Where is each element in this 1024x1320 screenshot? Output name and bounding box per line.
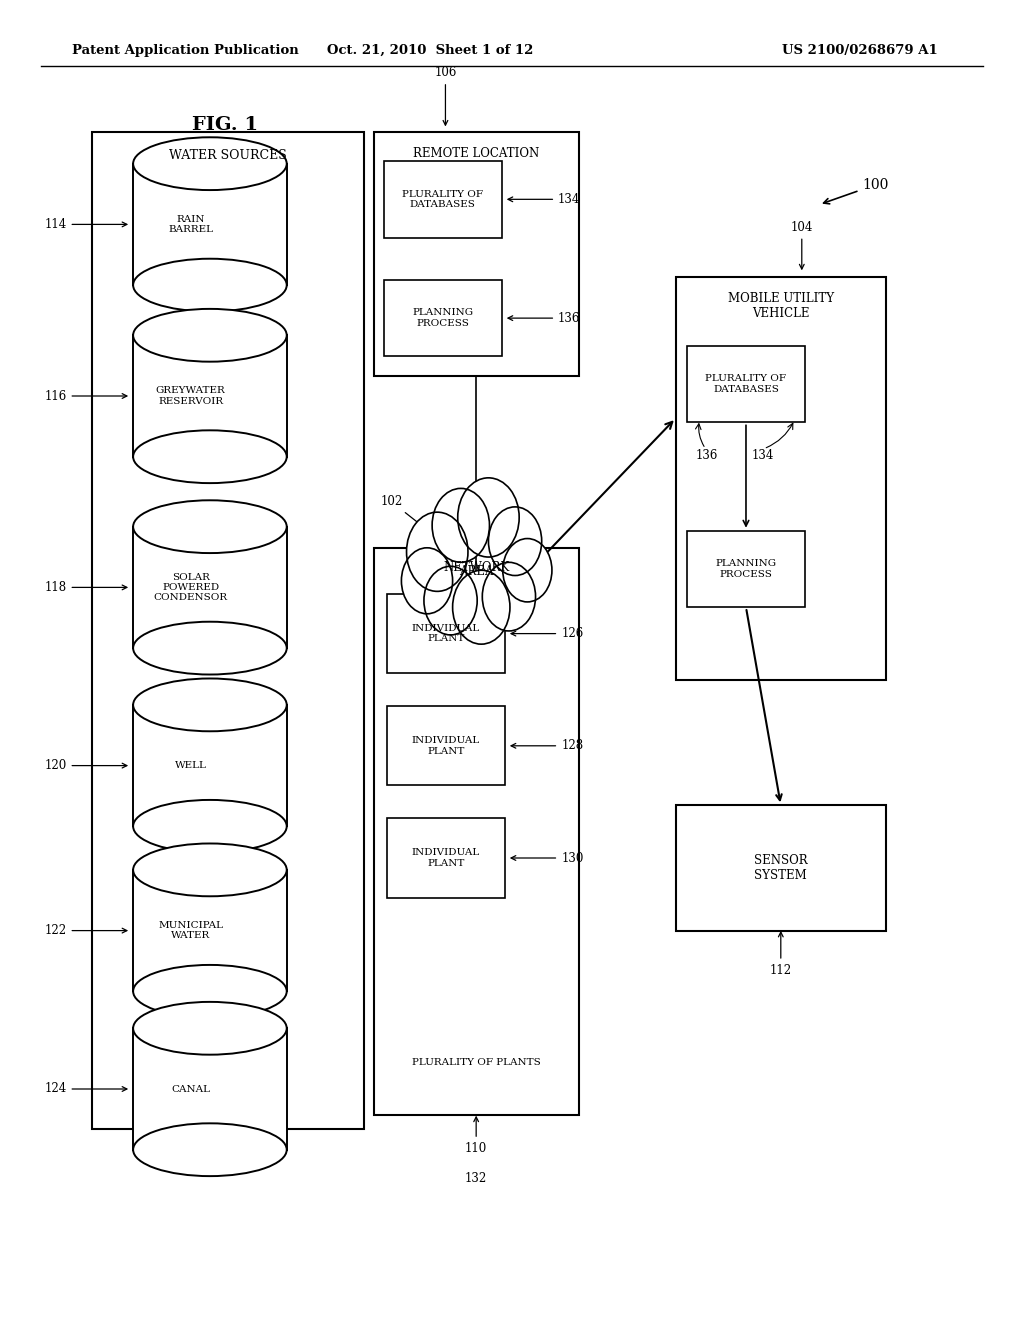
Bar [133,705,287,826]
Ellipse shape [133,678,287,731]
Text: INDIVIDUAL
PLANT: INDIVIDUAL PLANT [412,624,480,643]
Circle shape [458,478,519,557]
Text: 130: 130 [511,851,584,865]
Text: GREYWATER
RESERVOIR: GREYWATER RESERVOIR [156,387,225,405]
Text: SOLAR
POWERED
CONDENSOR: SOLAR POWERED CONDENSOR [154,573,227,602]
FancyBboxPatch shape [687,531,805,607]
Text: 128: 128 [511,739,584,752]
FancyBboxPatch shape [387,818,505,898]
Text: AREA: AREA [459,565,494,578]
Ellipse shape [133,965,287,1018]
Text: Patent Application Publication: Patent Application Publication [72,44,298,57]
Text: MUNICIPAL
WATER: MUNICIPAL WATER [159,921,223,940]
Text: 120: 120 [44,759,127,772]
Circle shape [453,570,510,644]
FancyBboxPatch shape [384,280,502,356]
Circle shape [488,507,542,576]
Ellipse shape [133,137,287,190]
Ellipse shape [133,137,287,190]
Text: REMOTE LOCATION: REMOTE LOCATION [413,147,540,160]
Circle shape [407,512,468,591]
Text: Oct. 21, 2010  Sheet 1 of 12: Oct. 21, 2010 Sheet 1 of 12 [327,44,534,57]
Ellipse shape [133,309,287,362]
Text: 134: 134 [508,193,581,206]
Text: FIG. 1: FIG. 1 [193,116,258,135]
Text: 118: 118 [44,581,127,594]
Text: 110: 110 [465,1117,487,1155]
Text: 124: 124 [44,1082,127,1096]
Text: 100: 100 [823,178,889,203]
Text: WELL: WELL [175,762,207,770]
Circle shape [424,566,477,635]
Circle shape [401,548,453,614]
Ellipse shape [133,430,287,483]
Text: 136: 136 [695,449,718,462]
Text: MOBILE UTILITY
VEHICLE: MOBILE UTILITY VEHICLE [728,292,834,321]
FancyBboxPatch shape [387,706,505,785]
Text: PLURALITY OF
DATABASES: PLURALITY OF DATABASES [706,375,786,393]
Text: 102: 102 [380,495,430,532]
Text: 112: 112 [770,932,792,977]
FancyBboxPatch shape [92,132,364,1129]
Text: INDIVIDUAL
PLANT: INDIVIDUAL PLANT [412,849,480,867]
Text: 108: 108 [217,1130,239,1177]
Text: PLANNING
PROCESS: PLANNING PROCESS [716,560,776,578]
FancyBboxPatch shape [387,594,505,673]
Ellipse shape [133,500,287,553]
FancyBboxPatch shape [374,548,579,1115]
Text: CANAL: CANAL [171,1085,210,1093]
Text: 122: 122 [44,924,127,937]
Bar [133,527,287,648]
Text: 132: 132 [465,1172,487,1185]
Circle shape [482,562,536,631]
Text: 106: 106 [434,66,457,125]
Text: WATER SOURCES: WATER SOURCES [169,149,287,162]
Text: INDIVIDUAL
PLANT: INDIVIDUAL PLANT [412,737,480,755]
Text: PLANNING
PROCESS: PLANNING PROCESS [413,309,473,327]
Ellipse shape [133,622,287,675]
Ellipse shape [133,1123,287,1176]
Text: NETWORK: NETWORK [443,561,509,574]
Text: PLURALITY OF
DATABASES: PLURALITY OF DATABASES [402,190,483,209]
Text: US 2100/0268679 A1: US 2100/0268679 A1 [782,44,938,57]
Text: RAIN
BARREL: RAIN BARREL [168,215,213,234]
Text: 136: 136 [508,312,581,325]
Bar [133,870,287,991]
FancyBboxPatch shape [384,161,502,238]
Text: 114: 114 [44,218,127,231]
Text: 134: 134 [752,449,774,462]
Ellipse shape [133,843,287,896]
Ellipse shape [133,500,287,553]
FancyBboxPatch shape [687,346,805,422]
Text: 126: 126 [511,627,584,640]
Ellipse shape [133,678,287,731]
Ellipse shape [133,843,287,896]
FancyBboxPatch shape [676,277,886,680]
Bar [133,1028,287,1150]
Text: 116: 116 [44,389,127,403]
Bar [133,164,287,285]
Text: SENSOR
SYSTEM: SENSOR SYSTEM [754,854,808,882]
Circle shape [503,539,552,602]
Text: PLURALITY OF PLANTS: PLURALITY OF PLANTS [412,1059,541,1067]
Text: 104: 104 [791,220,813,269]
FancyBboxPatch shape [676,805,886,931]
Ellipse shape [133,309,287,362]
FancyBboxPatch shape [374,132,579,376]
Circle shape [432,488,489,562]
Ellipse shape [133,259,287,312]
Ellipse shape [133,1002,287,1055]
Ellipse shape [133,1002,287,1055]
Ellipse shape [133,800,287,853]
Bar [133,335,287,457]
